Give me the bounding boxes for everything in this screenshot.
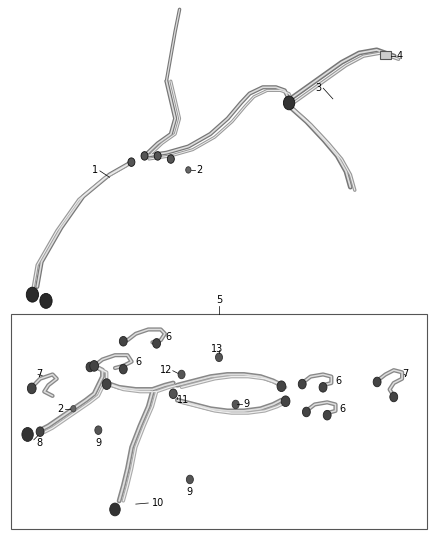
- Text: 9: 9: [95, 438, 101, 448]
- Text: 5: 5: [216, 295, 222, 305]
- Circle shape: [102, 379, 111, 390]
- Circle shape: [71, 406, 76, 412]
- Circle shape: [154, 151, 161, 160]
- Text: 9: 9: [187, 488, 193, 497]
- Text: 11: 11: [177, 395, 190, 405]
- Text: 9: 9: [244, 399, 250, 409]
- Circle shape: [232, 400, 239, 409]
- Circle shape: [141, 151, 148, 160]
- Circle shape: [283, 96, 295, 110]
- Circle shape: [128, 158, 135, 166]
- Circle shape: [319, 383, 327, 392]
- Circle shape: [186, 167, 191, 173]
- Text: 4: 4: [396, 51, 403, 61]
- Text: 6: 6: [340, 403, 346, 414]
- Text: 3: 3: [316, 83, 322, 93]
- Circle shape: [178, 370, 185, 379]
- Circle shape: [215, 353, 223, 361]
- Text: 6: 6: [165, 332, 171, 342]
- Circle shape: [26, 287, 39, 302]
- Text: 1: 1: [92, 165, 99, 175]
- Circle shape: [167, 155, 174, 163]
- Circle shape: [95, 426, 102, 434]
- Circle shape: [298, 379, 306, 389]
- Circle shape: [277, 381, 286, 392]
- Circle shape: [373, 377, 381, 387]
- Text: 2: 2: [57, 403, 64, 414]
- Text: 8: 8: [36, 438, 42, 448]
- Bar: [380, 51, 391, 59]
- Bar: [11, 314, 427, 529]
- Circle shape: [119, 365, 127, 374]
- Text: 7: 7: [36, 369, 42, 379]
- Text: 2: 2: [196, 165, 202, 175]
- Circle shape: [302, 407, 311, 417]
- Circle shape: [323, 410, 331, 420]
- Circle shape: [27, 383, 36, 394]
- Text: 7: 7: [402, 369, 408, 379]
- Circle shape: [152, 338, 160, 348]
- Text: 13: 13: [211, 344, 223, 354]
- Circle shape: [86, 362, 94, 372]
- Circle shape: [169, 389, 177, 399]
- Text: 6: 6: [136, 357, 142, 367]
- Circle shape: [187, 475, 193, 484]
- Circle shape: [90, 360, 99, 371]
- Circle shape: [390, 392, 398, 402]
- Circle shape: [36, 427, 44, 437]
- Circle shape: [40, 294, 52, 309]
- Text: 6: 6: [336, 376, 342, 386]
- Text: 12: 12: [159, 365, 172, 375]
- Circle shape: [110, 503, 120, 516]
- Circle shape: [119, 336, 127, 346]
- Text: 10: 10: [152, 498, 165, 508]
- Circle shape: [281, 396, 290, 407]
- Circle shape: [22, 427, 33, 441]
